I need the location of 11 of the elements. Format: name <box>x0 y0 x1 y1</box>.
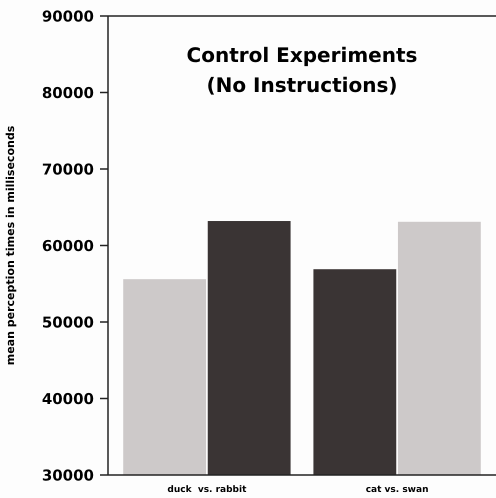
x-tick-label: cat vs. swan <box>366 485 428 495</box>
y-tick-label: 80000 <box>42 84 94 102</box>
y-axis-title: mean perception times in milliseconds <box>4 125 17 366</box>
y-tick-label: 60000 <box>42 236 94 255</box>
y-tick-label: 50000 <box>42 313 94 332</box>
y-tick-label: 40000 <box>42 390 94 408</box>
y-tick-label: 30000 <box>42 466 94 484</box>
y-tick-label: 90000 <box>42 7 94 26</box>
text: Control Experiments (No Instructions) <box>186 43 418 97</box>
x-tick-label: duck vs. rabbit <box>167 485 248 495</box>
y-tick-label: 70000 <box>42 160 94 178</box>
